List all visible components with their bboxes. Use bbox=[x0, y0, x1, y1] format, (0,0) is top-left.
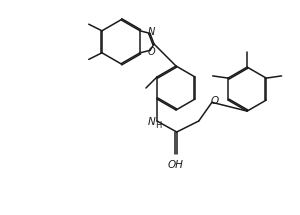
Text: N: N bbox=[148, 117, 156, 127]
Text: H: H bbox=[155, 121, 161, 131]
Text: OH: OH bbox=[168, 160, 184, 170]
Text: O: O bbox=[148, 47, 155, 57]
Text: O: O bbox=[211, 96, 219, 106]
Text: N: N bbox=[148, 27, 155, 37]
